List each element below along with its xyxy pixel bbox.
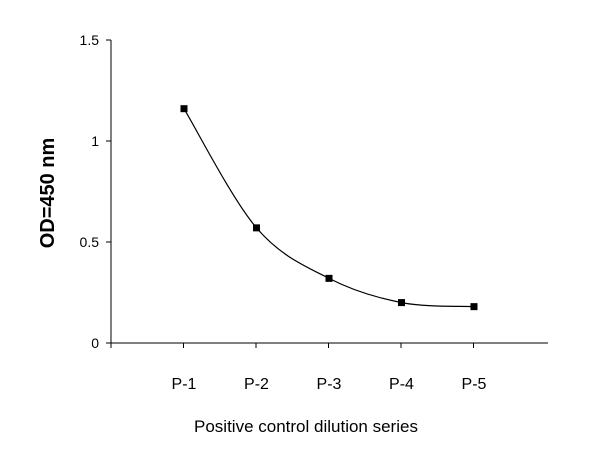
data-point-marker <box>325 274 333 282</box>
x-category-label: P-3 <box>317 376 342 393</box>
x-category-label: P-2 <box>244 376 269 393</box>
data-point-marker <box>470 303 478 311</box>
axes <box>110 40 548 344</box>
labels: 0 0.5 1 1.5 P-1 P-2 P-3 P-4 P-5 <box>80 32 487 393</box>
ticks <box>106 39 474 348</box>
series <box>180 105 478 311</box>
data-point-marker <box>253 224 260 232</box>
x-axis-title: Positive control dilution series <box>194 417 418 436</box>
series-line <box>183 108 475 308</box>
y-tick-label: 0.5 <box>80 234 100 250</box>
y-axis-title: OD=450 nm <box>37 138 59 249</box>
y-tick-label: 1 <box>91 133 99 149</box>
data-point-marker <box>180 105 188 113</box>
y-tick-label: 0 <box>91 335 99 351</box>
x-category-label: P-5 <box>462 376 487 393</box>
x-category-label: P-4 <box>389 376 414 393</box>
x-category-label: P-1 <box>172 376 197 393</box>
y-tick-label: 1.5 <box>80 32 100 48</box>
data-point-marker <box>398 299 405 307</box>
